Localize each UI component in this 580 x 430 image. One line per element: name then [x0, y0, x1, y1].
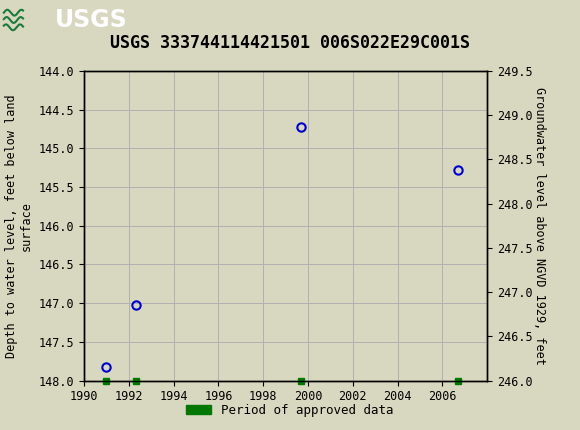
Text: USGS 333744114421501 006S022E29C001S: USGS 333744114421501 006S022E29C001S: [110, 34, 470, 52]
Legend: Period of approved data: Period of approved data: [181, 399, 399, 421]
Y-axis label: Depth to water level, feet below land
surface: Depth to water level, feet below land su…: [5, 94, 33, 358]
Y-axis label: Groundwater level above NGVD 1929, feet: Groundwater level above NGVD 1929, feet: [534, 87, 546, 365]
Text: USGS: USGS: [55, 8, 128, 32]
